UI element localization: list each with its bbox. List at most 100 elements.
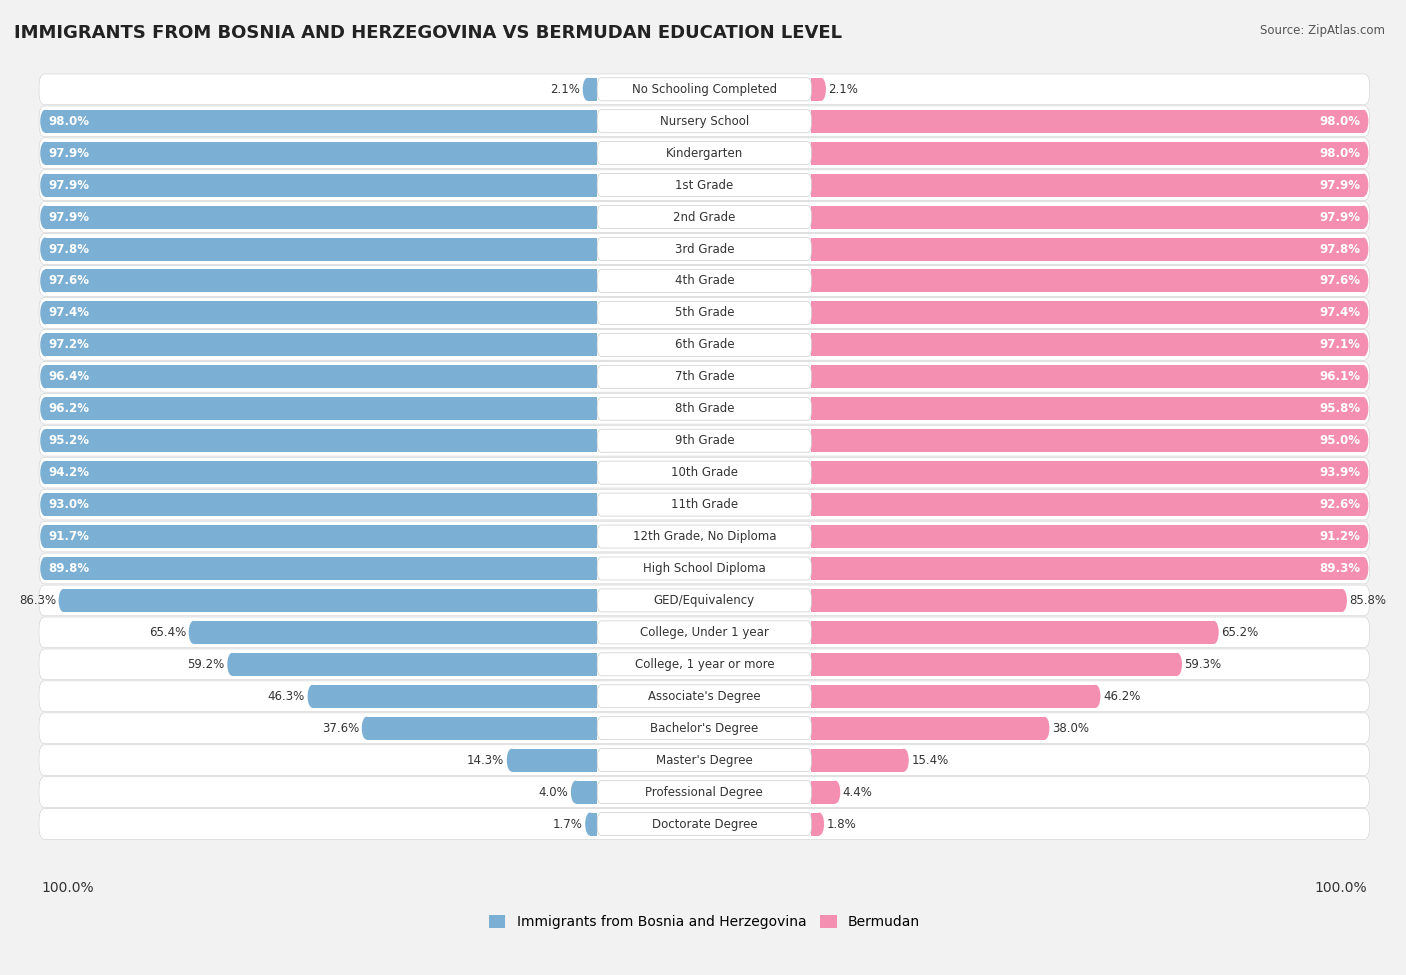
FancyBboxPatch shape: [598, 526, 811, 548]
FancyBboxPatch shape: [39, 808, 1369, 839]
Text: 15.4%: 15.4%: [911, 754, 949, 766]
Circle shape: [1358, 174, 1368, 197]
Text: Professional Degree: Professional Degree: [645, 786, 763, 799]
Bar: [811, 429, 1364, 452]
Circle shape: [41, 429, 49, 452]
Text: 86.3%: 86.3%: [18, 594, 56, 606]
Circle shape: [41, 141, 49, 165]
Circle shape: [817, 78, 825, 100]
Bar: [811, 461, 1364, 485]
Text: Nursery School: Nursery School: [659, 115, 749, 128]
Circle shape: [1091, 684, 1101, 708]
Circle shape: [585, 812, 595, 836]
Text: 97.9%: 97.9%: [1319, 211, 1360, 223]
Text: 96.1%: 96.1%: [1319, 370, 1360, 383]
Circle shape: [1358, 206, 1368, 228]
Text: 97.2%: 97.2%: [48, 338, 89, 351]
Text: 7th Grade: 7th Grade: [675, 370, 734, 383]
Circle shape: [41, 238, 49, 260]
Legend: Immigrants from Bosnia and Herzegovina, Bermudan: Immigrants from Bosnia and Herzegovina, …: [484, 910, 925, 935]
Circle shape: [1358, 429, 1368, 452]
Circle shape: [831, 781, 841, 803]
Circle shape: [41, 206, 49, 228]
Text: 97.6%: 97.6%: [1319, 275, 1360, 288]
Text: 2.1%: 2.1%: [828, 83, 859, 96]
FancyBboxPatch shape: [598, 333, 811, 357]
Bar: [591, 812, 598, 836]
Circle shape: [41, 301, 49, 325]
Text: 98.0%: 98.0%: [1319, 146, 1360, 160]
Bar: [811, 110, 1364, 133]
FancyBboxPatch shape: [39, 457, 1369, 488]
FancyBboxPatch shape: [39, 649, 1369, 680]
Bar: [45, 366, 598, 388]
FancyBboxPatch shape: [39, 137, 1369, 169]
FancyBboxPatch shape: [598, 366, 811, 388]
Bar: [811, 206, 1364, 228]
Bar: [811, 397, 1364, 420]
Circle shape: [1337, 589, 1347, 612]
Text: 97.1%: 97.1%: [1319, 338, 1360, 351]
Text: 97.9%: 97.9%: [48, 211, 90, 223]
Bar: [811, 333, 1364, 357]
Text: GED/Equivalency: GED/Equivalency: [654, 594, 755, 606]
FancyBboxPatch shape: [39, 585, 1369, 616]
Circle shape: [41, 461, 49, 485]
FancyBboxPatch shape: [39, 362, 1369, 392]
Text: 65.2%: 65.2%: [1222, 626, 1258, 639]
Text: 85.8%: 85.8%: [1350, 594, 1386, 606]
Text: 97.4%: 97.4%: [48, 306, 90, 320]
Text: College, 1 year or more: College, 1 year or more: [634, 658, 775, 671]
Bar: [45, 269, 598, 292]
Text: Source: ZipAtlas.com: Source: ZipAtlas.com: [1260, 24, 1385, 37]
Circle shape: [361, 717, 371, 740]
Circle shape: [228, 653, 238, 676]
FancyBboxPatch shape: [39, 713, 1369, 744]
Bar: [588, 78, 598, 100]
Circle shape: [41, 174, 49, 197]
FancyBboxPatch shape: [598, 557, 811, 580]
Text: 96.4%: 96.4%: [48, 370, 90, 383]
Text: 1st Grade: 1st Grade: [675, 178, 734, 192]
Text: 93.9%: 93.9%: [1319, 466, 1360, 479]
Text: 94.2%: 94.2%: [48, 466, 90, 479]
Bar: [811, 269, 1364, 292]
FancyBboxPatch shape: [598, 141, 811, 165]
Text: Bachelor's Degree: Bachelor's Degree: [650, 722, 758, 735]
Text: 91.7%: 91.7%: [48, 530, 89, 543]
Bar: [811, 589, 1343, 612]
Text: 2.1%: 2.1%: [550, 83, 581, 96]
Circle shape: [1358, 301, 1368, 325]
Bar: [811, 684, 1095, 708]
Bar: [45, 141, 598, 165]
Bar: [367, 717, 598, 740]
Bar: [811, 812, 820, 836]
Circle shape: [188, 621, 198, 644]
Text: 98.0%: 98.0%: [1319, 115, 1360, 128]
Bar: [45, 333, 598, 357]
Text: 11th Grade: 11th Grade: [671, 498, 738, 511]
Bar: [45, 301, 598, 325]
Bar: [575, 781, 598, 803]
FancyBboxPatch shape: [39, 170, 1369, 201]
Text: 3rd Grade: 3rd Grade: [675, 243, 734, 255]
FancyBboxPatch shape: [598, 621, 811, 644]
Circle shape: [41, 557, 49, 580]
Circle shape: [41, 333, 49, 357]
FancyBboxPatch shape: [39, 394, 1369, 424]
Bar: [811, 493, 1364, 516]
FancyBboxPatch shape: [598, 429, 811, 452]
Text: 97.9%: 97.9%: [48, 178, 90, 192]
Text: 59.2%: 59.2%: [187, 658, 225, 671]
Text: 4th Grade: 4th Grade: [675, 275, 734, 288]
Circle shape: [41, 366, 49, 388]
Text: IMMIGRANTS FROM BOSNIA AND HERZEGOVINA VS BERMUDAN EDUCATION LEVEL: IMMIGRANTS FROM BOSNIA AND HERZEGOVINA V…: [14, 24, 842, 42]
Bar: [811, 78, 821, 100]
Text: 97.9%: 97.9%: [1319, 178, 1360, 192]
Text: 38.0%: 38.0%: [1052, 722, 1090, 735]
Bar: [45, 206, 598, 228]
FancyBboxPatch shape: [598, 749, 811, 771]
FancyBboxPatch shape: [39, 297, 1369, 329]
Circle shape: [571, 781, 581, 803]
Bar: [63, 589, 598, 612]
